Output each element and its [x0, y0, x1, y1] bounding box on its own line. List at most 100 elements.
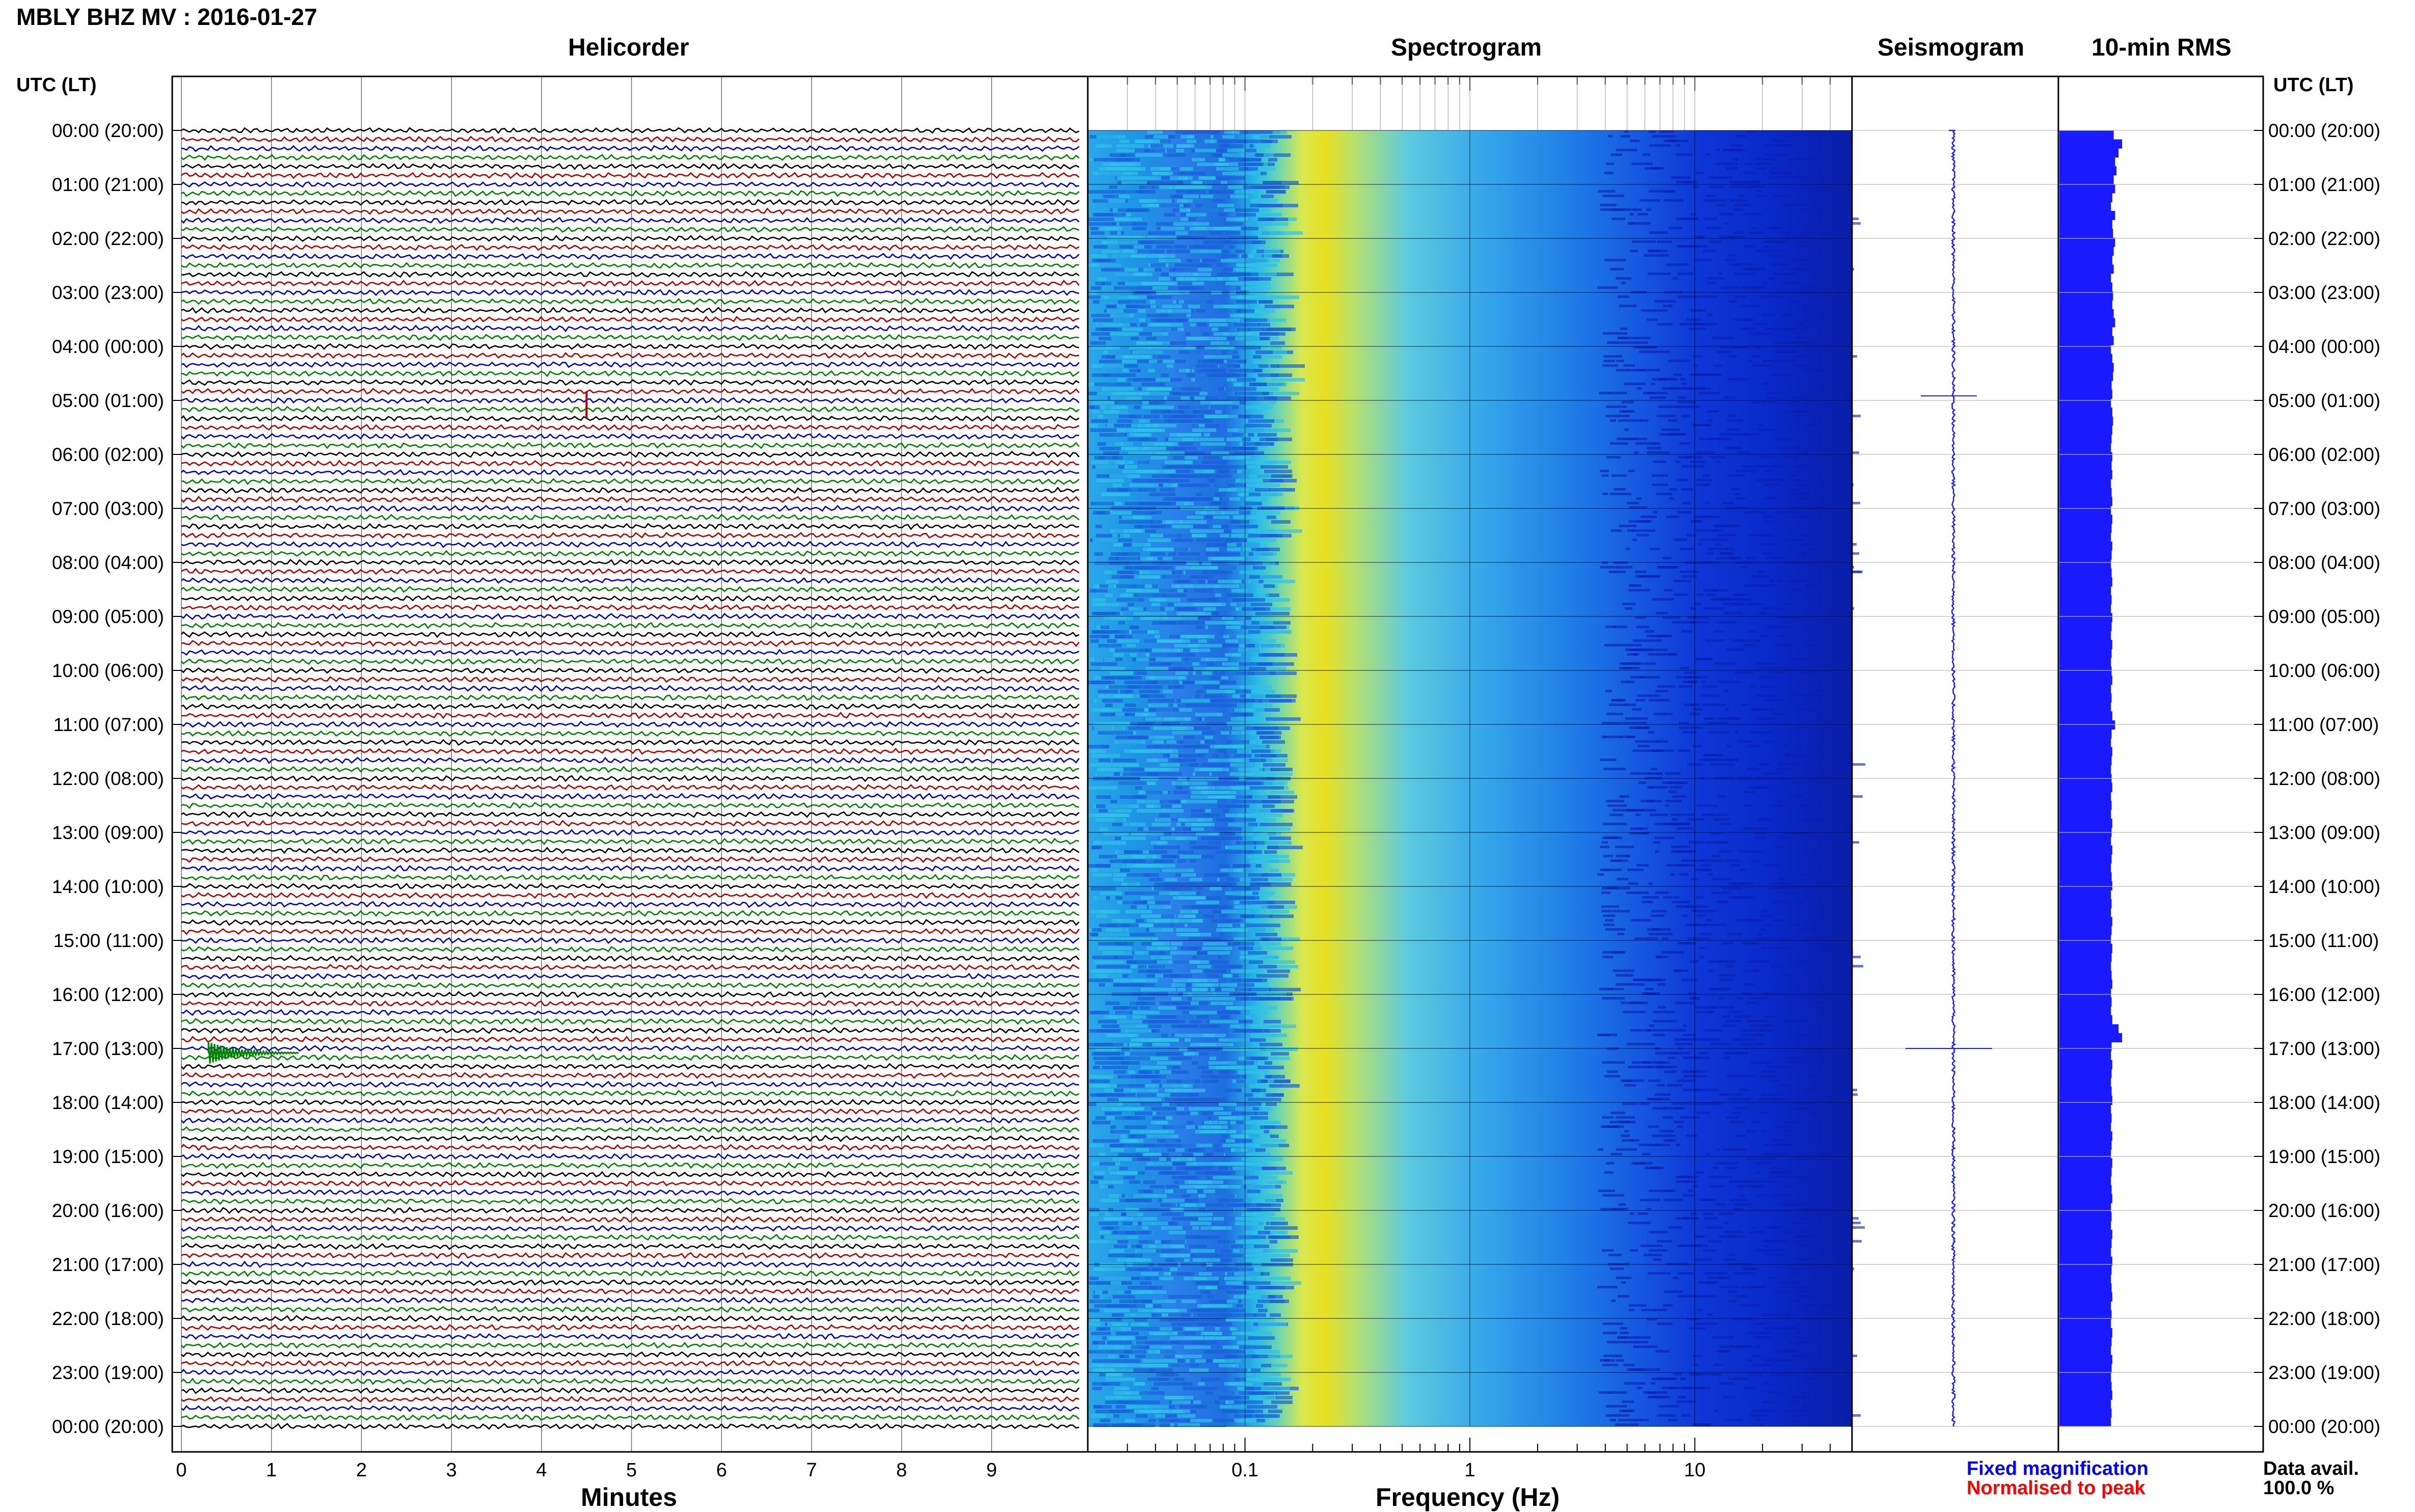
spectrogram-cell — [1209, 190, 1222, 194]
spectrogram-cell — [1248, 1336, 1275, 1340]
spectrogram-cell — [1631, 1162, 1653, 1165]
spectrogram-cell — [1689, 1327, 1706, 1330]
spectrogram-cell — [1773, 195, 1792, 197]
spectrogram-cell — [1635, 571, 1646, 573]
spectrogram-cell — [1800, 1231, 1817, 1233]
spectrogram-cell — [1177, 483, 1210, 487]
spectrogram-cell — [1187, 1047, 1202, 1051]
spectrogram-cell — [1153, 1341, 1181, 1344]
spectrogram-cell — [1648, 731, 1654, 734]
spectrogram-cell — [1167, 1066, 1176, 1069]
spectrogram-cell — [1760, 1112, 1768, 1114]
spectrogram-cell — [1190, 323, 1196, 327]
spectrogram-cell — [1219, 1199, 1244, 1202]
spectrogram-cell — [1151, 1300, 1176, 1303]
helicorder-trace — [181, 1226, 1079, 1231]
spectrogram-cell — [1265, 580, 1295, 583]
spectrogram-cell — [1705, 1029, 1723, 1032]
spectrogram-cell — [1093, 318, 1113, 322]
spectrogram-cell — [1269, 836, 1291, 840]
spectrogram-cell — [1227, 543, 1237, 547]
spectrogram-cell — [1102, 1226, 1119, 1230]
spectrogram-cell — [1143, 548, 1163, 551]
spectrogram-cell — [1115, 649, 1149, 652]
spectrogram-cell — [1750, 1024, 1772, 1027]
spectrogram-cell — [1183, 1327, 1204, 1331]
spectrogram-cell — [1138, 1309, 1168, 1312]
spectrogram-cell — [1710, 1043, 1732, 1045]
spectrogram-cell — [1792, 396, 1809, 399]
spectrogram-cell — [1799, 658, 1823, 660]
spectrogram-cell — [1603, 869, 1622, 871]
spectrogram-cell — [1235, 905, 1242, 909]
spectrogram-cell — [1178, 406, 1209, 409]
spectrogram-cell — [1161, 373, 1169, 377]
spectrogram-cell — [1220, 983, 1228, 987]
spectrogram-cell — [1730, 185, 1737, 188]
spectrogram-cell — [1174, 548, 1189, 551]
spectrogram-cell — [1143, 1180, 1156, 1184]
spectrogram-cell — [1171, 818, 1178, 822]
spectrogram-cell — [1607, 804, 1627, 807]
spectrogram-cell — [1145, 1167, 1172, 1170]
spectrogram-cell — [1238, 396, 1256, 400]
helicorder-trace — [181, 533, 1079, 538]
spectrogram-cell — [1607, 1070, 1618, 1073]
spectrogram-cell — [1154, 887, 1164, 890]
spectrogram-cell — [1694, 1295, 1717, 1298]
spectrogram-cell — [1792, 470, 1801, 472]
spectrogram-cell — [1821, 181, 1833, 183]
spectrogram-cell — [1773, 1171, 1789, 1174]
minute-tick-label: 8 — [896, 1460, 907, 1481]
spectrogram-cell — [1096, 1180, 1123, 1184]
spectrogram-cell — [1116, 919, 1136, 923]
spectrogram-cell — [1827, 163, 1832, 165]
spectrogram-cell — [1671, 814, 1695, 816]
spectrogram-cell — [1599, 392, 1610, 394]
spectrogram-cell — [1671, 140, 1689, 142]
spectrogram-cell — [1152, 1116, 1166, 1120]
spectrogram-cell — [1622, 401, 1634, 403]
spectrogram-cell — [1188, 947, 1198, 950]
spectrogram-cell — [1840, 323, 1852, 326]
spectrogram-cell — [1790, 401, 1800, 403]
spectrogram-cell — [1748, 630, 1756, 633]
spectrogram-cell — [1725, 1052, 1749, 1055]
spectrogram-cell — [1235, 1222, 1265, 1225]
helicorder-trace — [181, 1136, 1079, 1141]
spectrogram-cell — [1246, 924, 1280, 927]
spectrogram-cell — [1099, 1208, 1108, 1211]
spectrogram-cell — [1818, 1153, 1836, 1155]
spectrogram-cell — [1600, 566, 1618, 569]
spectrogram-cell — [1605, 626, 1616, 628]
spectrogram-cell — [1190, 277, 1213, 281]
spectrogram-cell — [1709, 185, 1725, 188]
spectrogram-cell — [1103, 195, 1119, 198]
spectrogram-cell — [1221, 676, 1228, 680]
spectrogram-cell — [1105, 1089, 1114, 1092]
helicorder-trace — [181, 308, 1079, 313]
spectrogram-cell — [1828, 1341, 1844, 1343]
spectrogram-cell — [1648, 250, 1660, 252]
spectrogram-cell — [1635, 726, 1650, 729]
spectrogram-cell — [1696, 1171, 1704, 1174]
spectrogram-cell — [1091, 1212, 1098, 1216]
spectrogram-cell — [1754, 158, 1778, 160]
spectrogram-cell — [1268, 841, 1291, 845]
spectrogram-cell — [1785, 1185, 1793, 1187]
spectrogram-cell — [1718, 795, 1726, 798]
spectrogram-cell — [1097, 277, 1107, 281]
spectrogram-cell — [1208, 1116, 1219, 1120]
spectrogram-cell — [1794, 1107, 1810, 1110]
spectrogram-cell — [1140, 571, 1172, 574]
spectrogram-cell — [1095, 465, 1118, 469]
spectrogram-cell — [1716, 461, 1721, 463]
helicorder-trace — [181, 785, 1079, 790]
spectrogram-cell — [1173, 1208, 1184, 1211]
helicorder-trace — [181, 1019, 1079, 1024]
spectrogram-cell — [1251, 616, 1261, 620]
spectrogram-cell — [1230, 195, 1248, 198]
spectrogram-cell — [1653, 1034, 1665, 1036]
spectrogram-cell — [1196, 901, 1219, 904]
spectrogram-cell — [1241, 626, 1274, 629]
